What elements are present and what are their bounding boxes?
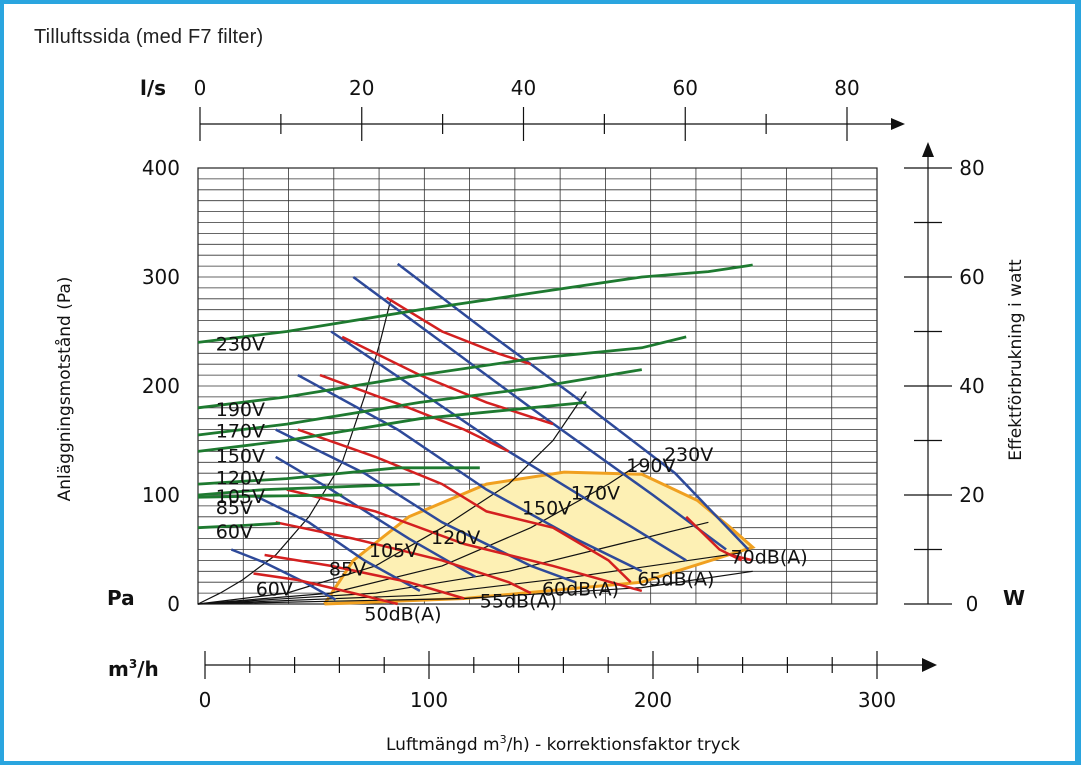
bottom-tick-label: 300 — [858, 688, 896, 712]
left-tick-label: 400 — [142, 156, 180, 180]
top-tick-label: 20 — [349, 76, 374, 100]
top-tick-label: 60 — [673, 76, 698, 100]
power-label-170v: 170V — [216, 421, 265, 443]
power-curve-60v — [197, 521, 281, 530]
right-tick-label: 60 — [959, 265, 984, 289]
sound-label-65db(a): 65dB(A) — [637, 568, 714, 590]
curve-labels: 230V190V170V150V120V105V85V60V230V190V17… — [216, 333, 808, 625]
bottom-tick-label: 100 — [410, 688, 448, 712]
top-unit-label: l/s — [140, 76, 166, 100]
power-label-230v: 230V — [216, 333, 265, 355]
power-label-150v: 150V — [216, 446, 265, 468]
fan-label-105v: 105V — [369, 540, 418, 562]
x-axis-title: Luftmängd m3/h) - korrektionsfaktor tryc… — [386, 733, 740, 755]
left-tick-label: 100 — [142, 483, 180, 507]
sound-curve — [297, 428, 632, 584]
left-tick-label: 200 — [142, 374, 180, 398]
fan-label-60v: 60V — [256, 578, 293, 600]
power-curve-105v — [197, 482, 420, 497]
power-label-60v: 60V — [216, 521, 253, 543]
power-label-105v: 105V — [216, 486, 265, 508]
y-axis-title-left: Anläggningsmotstånd (Pa) — [54, 277, 75, 502]
sound-curve — [275, 521, 532, 595]
left-unit-label: Pa — [107, 586, 135, 610]
y-axis-title-right: Effektförbrukning i watt — [1006, 259, 1026, 461]
top-tick-label: 0 — [194, 76, 207, 100]
sound-curve — [319, 373, 510, 453]
right-tick-label: 80 — [959, 156, 984, 180]
power-curve-85v — [197, 493, 343, 499]
power-curve-170v — [197, 368, 643, 437]
fan-label-190v: 190V — [626, 455, 675, 477]
axes: 0 20 40 60 80 0 100 200 300 0 100 200 300 400 0 20 40 60 8… — [142, 76, 985, 712]
sound-label-60db(a): 60dB(A) — [542, 578, 619, 600]
fan-curve-85v — [252, 493, 421, 592]
sound-curve — [730, 553, 753, 562]
power-curve-190v — [197, 335, 687, 410]
power-label-85v: 85V — [216, 497, 253, 519]
right-tick-label: 40 — [959, 374, 984, 398]
chart-title: Tilluftssida (med F7 filter) — [34, 26, 264, 48]
sound-curve — [341, 335, 554, 426]
system-curve — [197, 552, 742, 605]
sound-label-50db(a): 50dB(A) — [364, 603, 441, 625]
right-tick-label: 20 — [959, 483, 984, 507]
fan-curve-60v — [230, 548, 337, 601]
system-curve — [197, 461, 643, 605]
right-tick-label: 0 — [966, 592, 979, 616]
fan-label-170v: 170V — [571, 482, 620, 504]
power-curve-150v — [197, 401, 587, 453]
fan-curve-120v — [275, 428, 576, 584]
sound-label-55db(a): 55dB(A) — [480, 590, 557, 612]
power-label-120v: 120V — [216, 467, 265, 489]
power-label-190v: 190V — [216, 399, 265, 421]
system-curve — [197, 570, 753, 605]
sound-label-70db(a): 70dB(A) — [731, 547, 808, 569]
system-curve — [197, 391, 587, 605]
power-curves — [197, 263, 753, 530]
power-curve-230v — [197, 263, 753, 344]
operating-zone — [323, 470, 756, 606]
top-tick-label: 80 — [834, 76, 859, 100]
sound-curves — [253, 296, 753, 606]
bottom-tick-label: 200 — [634, 688, 672, 712]
right-axis-arrow — [922, 142, 934, 157]
bottom-unit-label: m3/h — [108, 657, 159, 681]
fan-curve-105v — [275, 455, 477, 578]
fan-label-230v: 230V — [664, 444, 713, 466]
top-tick-label: 40 — [511, 76, 536, 100]
bottom-tick-label: 0 — [199, 688, 212, 712]
sound-curve — [264, 553, 465, 600]
sound-curve — [286, 488, 643, 593]
right-unit-label: W — [1003, 586, 1025, 610]
left-tick-label: 0 — [167, 592, 180, 616]
top-axis-arrow — [891, 118, 905, 130]
fan-curve-230v — [396, 262, 750, 551]
power-curve-120v — [197, 466, 480, 486]
fan-label-150v: 150V — [522, 498, 571, 520]
left-tick-label: 300 — [142, 265, 180, 289]
sound-curve — [253, 572, 398, 606]
sound-curve — [385, 296, 532, 366]
bottom-axis-arrow — [922, 658, 937, 672]
fan-label-85v: 85V — [329, 559, 366, 581]
fan-label-120v: 120V — [431, 527, 480, 549]
